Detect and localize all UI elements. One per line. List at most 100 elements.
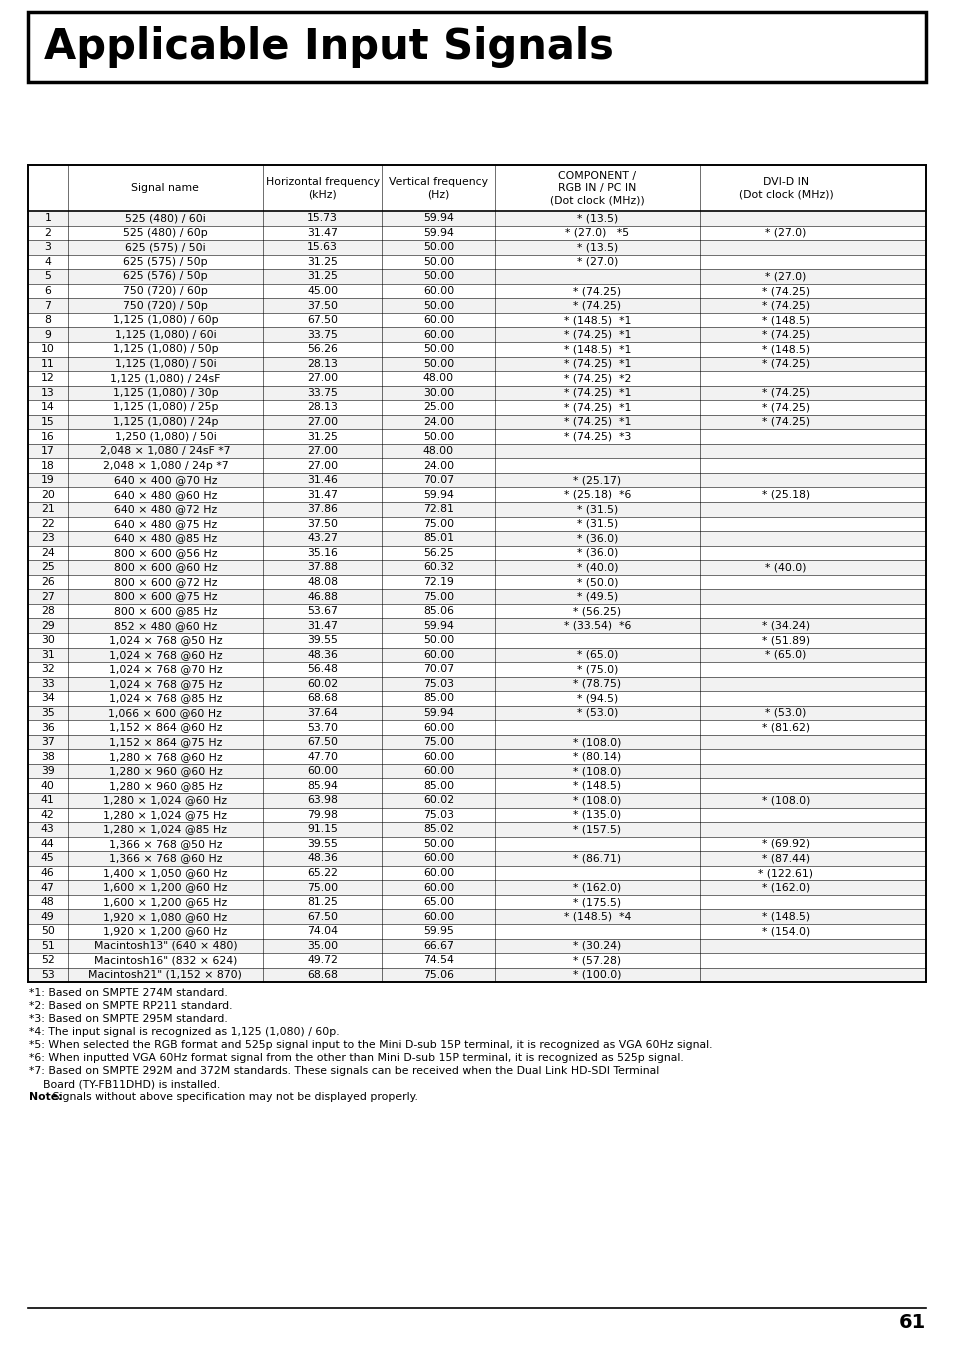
Text: * (78.75): * (78.75) (573, 679, 620, 688)
Text: 65.00: 65.00 (422, 898, 454, 907)
Text: 625 (575) / 50i: 625 (575) / 50i (125, 243, 206, 252)
Text: 20: 20 (41, 490, 54, 500)
Text: 1,280 × 1,024 @75 Hz: 1,280 × 1,024 @75 Hz (103, 810, 227, 819)
Text: 27.00: 27.00 (307, 417, 337, 427)
Bar (28, 371, 925, 386)
Text: 48: 48 (41, 898, 54, 907)
Text: 70.07: 70.07 (422, 475, 454, 485)
Text: * (49.5): * (49.5) (577, 591, 618, 602)
Text: 32: 32 (41, 664, 54, 674)
Bar (28, 590, 925, 603)
Text: 15.63: 15.63 (307, 243, 337, 252)
Text: 39.55: 39.55 (307, 636, 337, 645)
Text: 34: 34 (41, 694, 54, 703)
Text: 53.70: 53.70 (307, 722, 337, 733)
Text: 50.00: 50.00 (422, 256, 454, 267)
Text: 24.00: 24.00 (422, 460, 454, 471)
Text: 56.25: 56.25 (422, 548, 454, 558)
Text: 24.00: 24.00 (422, 417, 454, 427)
Text: * (108.0): * (108.0) (573, 767, 620, 776)
Text: 91.15: 91.15 (307, 825, 337, 834)
Text: 33.75: 33.75 (307, 329, 337, 340)
Text: 21: 21 (41, 505, 54, 514)
Bar (28, 865, 925, 880)
Text: 640 × 480 @85 Hz: 640 × 480 @85 Hz (113, 533, 216, 544)
Text: * (135.0): * (135.0) (573, 810, 620, 819)
Bar (28, 676, 925, 691)
Bar (28, 400, 925, 414)
Text: 85.01: 85.01 (422, 533, 454, 544)
Text: 44: 44 (41, 838, 54, 849)
Text: 28.13: 28.13 (307, 359, 337, 369)
Text: 48.36: 48.36 (307, 649, 337, 660)
Text: 50: 50 (41, 926, 54, 937)
Text: 1,920 × 1,080 @60 Hz: 1,920 × 1,080 @60 Hz (103, 911, 227, 922)
Bar (28, 211, 925, 225)
Text: 1,125 (1,080) / 60p: 1,125 (1,080) / 60p (112, 315, 218, 325)
Text: 60.00: 60.00 (422, 315, 454, 325)
Bar (28, 603, 925, 618)
Text: 85.00: 85.00 (422, 780, 454, 791)
Text: *4: The input signal is recognized as 1,125 (1,080) / 60p.: *4: The input signal is recognized as 1,… (29, 1027, 339, 1037)
Text: *6: When inputted VGA 60Hz format signal from the other than Mini D-sub 15P term: *6: When inputted VGA 60Hz format signal… (29, 1053, 683, 1064)
Text: 74.54: 74.54 (422, 956, 454, 965)
Text: 43.27: 43.27 (307, 533, 337, 544)
Text: * (25.18)  *6: * (25.18) *6 (563, 490, 630, 500)
Text: 1,024 × 768 @70 Hz: 1,024 × 768 @70 Hz (109, 664, 222, 674)
Text: * (108.0): * (108.0) (573, 737, 620, 747)
Text: 1,280 × 1,024 @60 Hz: 1,280 × 1,024 @60 Hz (103, 795, 227, 805)
Text: 59.94: 59.94 (422, 213, 454, 223)
Text: 28.13: 28.13 (307, 402, 337, 413)
Bar (28, 240, 925, 255)
Text: 37: 37 (41, 737, 54, 747)
Text: * (30.24): * (30.24) (573, 941, 620, 950)
Text: 67.50: 67.50 (307, 737, 337, 747)
Text: * (51.89): * (51.89) (761, 636, 809, 645)
Text: Macintosh13" (640 × 480): Macintosh13" (640 × 480) (93, 941, 237, 950)
Bar (28, 313, 925, 328)
Text: 27: 27 (41, 591, 54, 602)
Text: 70.07: 70.07 (422, 664, 454, 674)
Text: COMPONENT /
RGB IN / PC IN
(Dot clock (MHz)): COMPONENT / RGB IN / PC IN (Dot clock (M… (549, 170, 644, 205)
Text: 13: 13 (41, 387, 54, 398)
Bar (28, 792, 925, 807)
Text: * (50.0): * (50.0) (576, 576, 618, 587)
Text: 67.50: 67.50 (307, 315, 337, 325)
Text: 60.00: 60.00 (422, 853, 454, 864)
Text: 1,024 × 768 @75 Hz: 1,024 × 768 @75 Hz (109, 679, 222, 688)
Text: 42: 42 (41, 810, 54, 819)
Bar (28, 895, 925, 910)
Text: 2,048 × 1,080 / 24p *7: 2,048 × 1,080 / 24p *7 (103, 460, 228, 471)
Text: 1,125 (1,080) / 50i: 1,125 (1,080) / 50i (114, 359, 216, 369)
Text: 63.98: 63.98 (307, 795, 337, 805)
Text: 72.81: 72.81 (422, 505, 454, 514)
Text: * (162.0): * (162.0) (761, 883, 809, 892)
Text: 1,024 × 768 @85 Hz: 1,024 × 768 @85 Hz (109, 694, 222, 703)
Text: 1,920 × 1,200 @60 Hz: 1,920 × 1,200 @60 Hz (103, 926, 227, 937)
Text: * (74.25)  *1: * (74.25) *1 (563, 417, 630, 427)
Bar (28, 531, 925, 545)
Text: 52: 52 (41, 956, 54, 965)
Text: 37.88: 37.88 (307, 563, 337, 572)
Text: 50.00: 50.00 (422, 271, 454, 282)
Text: * (27.0): * (27.0) (764, 228, 805, 238)
Text: 48.36: 48.36 (307, 853, 337, 864)
Text: 39.55: 39.55 (307, 838, 337, 849)
Text: 47.70: 47.70 (307, 752, 337, 761)
Bar (28, 575, 925, 590)
Text: 525 (480) / 60i: 525 (480) / 60i (125, 213, 206, 223)
Text: 1,600 × 1,200 @65 Hz: 1,600 × 1,200 @65 Hz (103, 898, 227, 907)
Text: 75.03: 75.03 (422, 810, 454, 819)
Text: 46.88: 46.88 (307, 591, 337, 602)
Text: 41: 41 (41, 795, 54, 805)
Text: 8: 8 (44, 315, 51, 325)
Text: * (74.25)  *1: * (74.25) *1 (563, 359, 630, 369)
Bar (28, 807, 925, 822)
Text: 1,366 × 768 @50 Hz: 1,366 × 768 @50 Hz (109, 838, 222, 849)
Text: 31.25: 31.25 (307, 271, 337, 282)
Text: 15: 15 (41, 417, 54, 427)
Text: 49: 49 (41, 911, 54, 922)
Text: 60.00: 60.00 (422, 752, 454, 761)
Text: 11: 11 (41, 359, 54, 369)
Text: * (74.25): * (74.25) (761, 359, 809, 369)
